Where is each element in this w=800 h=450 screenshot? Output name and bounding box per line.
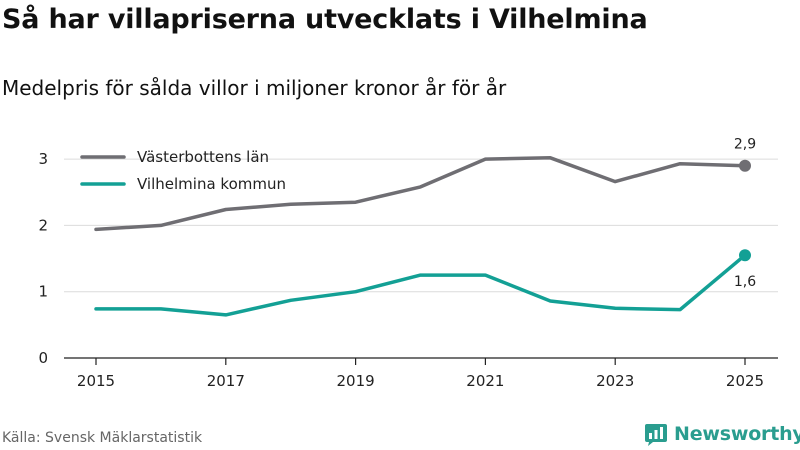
chart-subtitle: Medelpris för sålda villor i miljoner kr… [2,76,507,100]
end-point-marker [739,249,751,262]
x-tick-label: 2021 [466,372,504,390]
source-note: Källa: Svensk Mäklarstatistik [2,430,203,446]
grid-layer [64,158,778,293]
y-tick-label: 1 [38,283,48,301]
legend-label: Västerbottens län [137,148,269,166]
series-line-vasterbottens-lan [94,156,747,232]
x-tick-label: 2017 [207,372,245,390]
newsworthy-logo-icon [645,424,667,446]
series-layer: 2,9 1,6 [94,137,756,317]
legend-label: Vilhelmina kommun [137,175,286,193]
x-tick-label: 2025 [726,372,764,390]
end-value-label: 1,6 [734,274,756,290]
brand-logo: Newsworthy [644,421,800,447]
y-tick-label: 0 [38,349,48,367]
legend: Västerbottens län Vilhelmina kommun [80,148,286,193]
chart-title: Så har villapriserna utvecklats i Vilhel… [2,4,648,35]
brand-name: Newsworthy [674,423,800,445]
x-tick-label: 2023 [596,372,634,390]
x-tick-label: 2019 [337,372,375,390]
y-tick-label: 2 [38,216,48,234]
series-line-vilhelmina-kommun [94,253,747,317]
line-chart: 0 1 2 3 2015 2017 2019 2021 2023 2025 2,9 1,6 Väst… [38,137,778,390]
end-value-label: 2,9 [734,137,756,153]
end-point-marker [739,159,751,172]
y-tick-label: 3 [38,150,48,168]
x-tick-label: 2015 [77,372,115,390]
axis-layer: 0 1 2 3 2015 2017 2019 2021 2023 2025 [38,150,778,390]
